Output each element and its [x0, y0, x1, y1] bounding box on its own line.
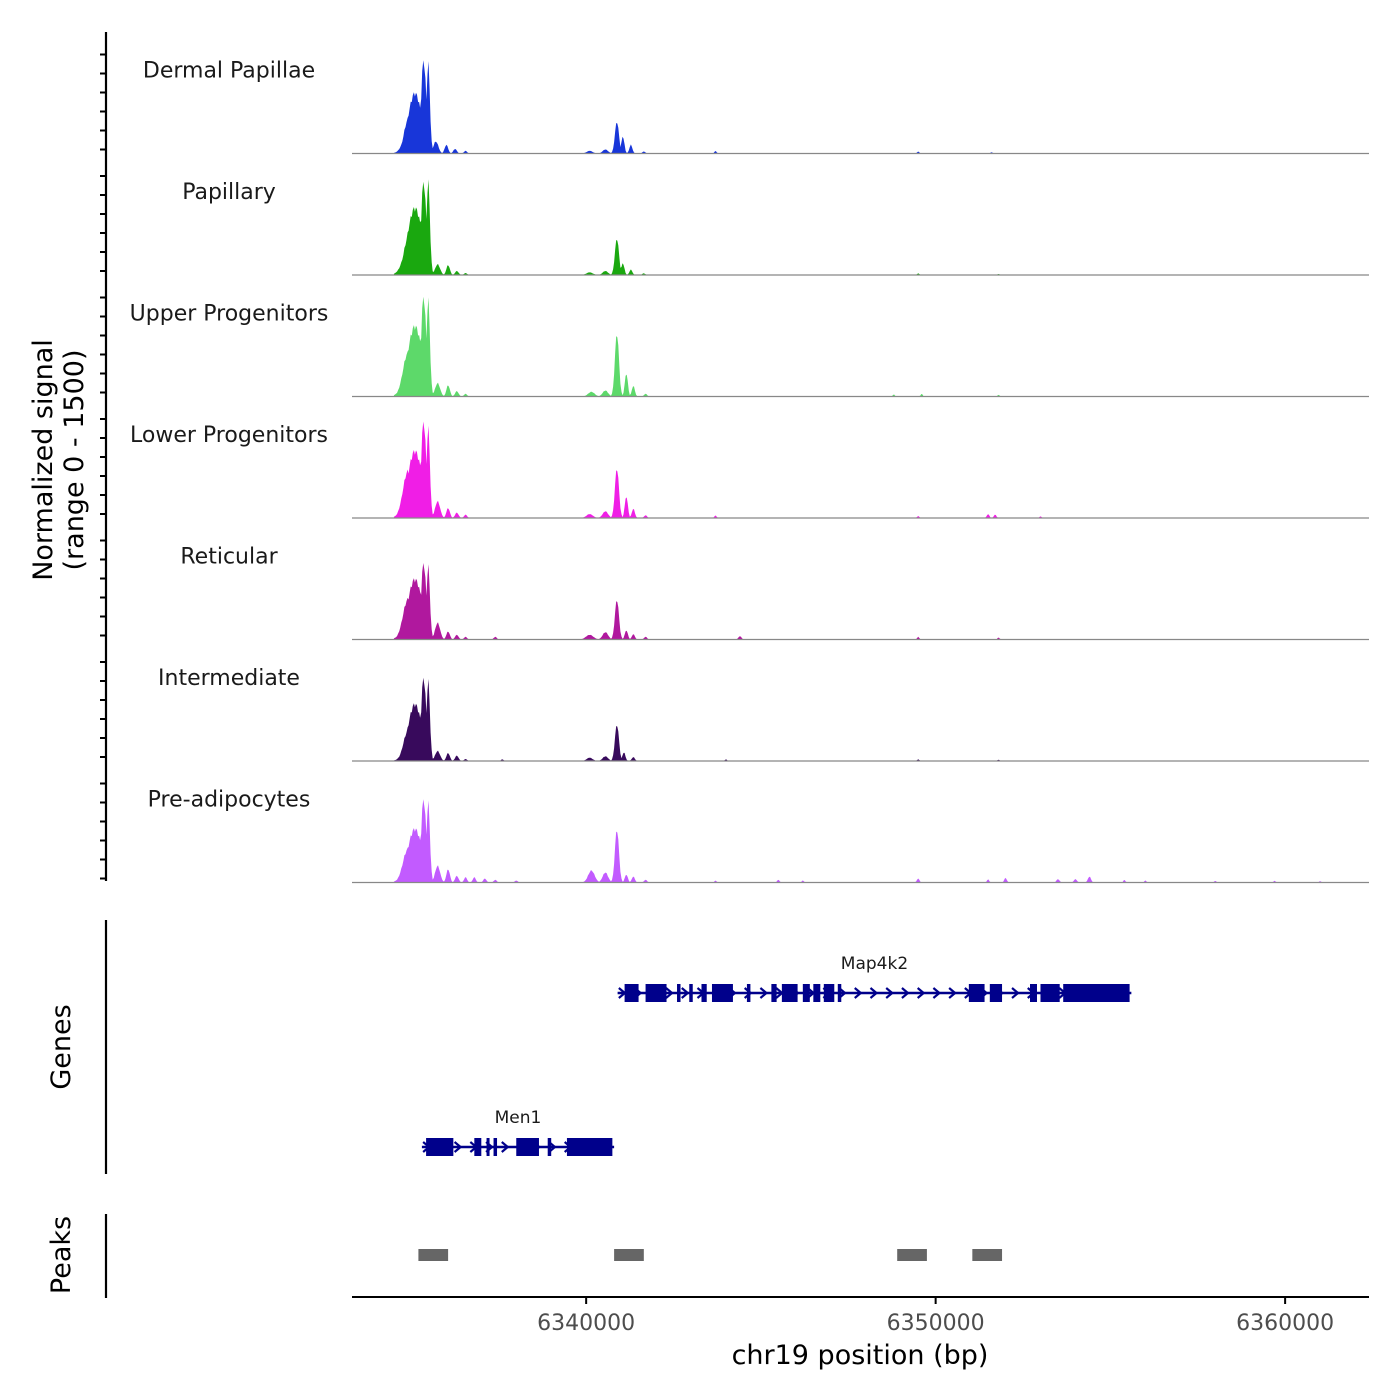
exon	[486, 1138, 490, 1156]
track-label: Papillary	[182, 180, 276, 205]
track-upper-progenitors: Upper Progenitors	[130, 296, 1369, 398]
exon	[426, 1138, 454, 1156]
exon	[1030, 984, 1037, 1002]
track-label: Intermediate	[158, 666, 300, 691]
strand-arrow	[501, 1141, 510, 1153]
track-intermediate: Intermediate	[158, 666, 1369, 762]
track-label: Lower Progenitors	[130, 423, 328, 448]
y-axis-title-line2: (range 0 - 1500)	[59, 350, 90, 571]
exon	[689, 984, 693, 1002]
track-label: Reticular	[180, 545, 278, 570]
peak-region	[418, 1249, 449, 1261]
x-tick-label: 6360000	[1236, 1311, 1334, 1336]
exon	[771, 984, 777, 1002]
strand-arrow	[453, 1141, 463, 1153]
strand-arrow	[932, 987, 942, 999]
exon	[547, 1138, 552, 1156]
coverage-y-ticks	[100, 53, 106, 880]
track-label: Upper Progenitors	[130, 302, 329, 327]
exon	[677, 984, 681, 1002]
peaks-panel-label: Peaks	[46, 1216, 77, 1294]
signal-area	[393, 421, 1348, 518]
gene-men1: Men1	[421, 1108, 615, 1156]
exon	[813, 984, 821, 1002]
exon	[968, 984, 985, 1002]
signal-area	[393, 296, 1348, 397]
x-axis-ticks: 6340000 6350000 6360000	[537, 1297, 1334, 1336]
exon	[624, 984, 639, 1002]
track-reticular: Reticular	[180, 545, 1369, 641]
gene-track: Men1 Map4k2	[421, 954, 1132, 1156]
track-papillary: Papillary	[182, 179, 1369, 276]
y-axis-title-line1: Normalized signal	[28, 339, 59, 581]
signal-area	[393, 179, 1348, 275]
genes-panel-label: Genes	[46, 1004, 77, 1089]
x-axis-title: chr19 position (bp)	[732, 1340, 989, 1371]
strand-arrow	[948, 987, 957, 999]
signal-area	[393, 60, 1348, 154]
strand-arrow	[901, 987, 910, 999]
exon	[701, 984, 707, 1002]
strand-arrow	[854, 987, 863, 999]
exon	[1040, 984, 1060, 1002]
signal-area	[393, 677, 1348, 761]
exon	[746, 984, 751, 1002]
gene-map4k2: Map4k2	[617, 954, 1132, 1002]
exon	[493, 1138, 498, 1156]
strand-arrow	[916, 987, 926, 999]
track-label: Pre-adipocytes	[148, 788, 311, 813]
strand-arrow	[1011, 987, 1020, 999]
peak-region	[614, 1249, 644, 1261]
track-dermal-papillae: Dermal Papillae	[143, 59, 1369, 155]
coverage-tracks: Dermal Papillae Papillary Upper Progenitor…	[130, 59, 1369, 884]
strand-arrow	[743, 987, 753, 999]
exon	[837, 984, 842, 1002]
strand-arrow	[665, 987, 674, 999]
exon	[802, 984, 810, 1002]
exon	[474, 1138, 482, 1156]
exon	[711, 984, 733, 1002]
track-label: Dermal Papillae	[143, 59, 315, 84]
strand-arrow	[869, 987, 879, 999]
gene-label: Men1	[495, 1108, 542, 1128]
exon	[566, 1138, 613, 1156]
signal-area	[393, 563, 1348, 640]
exon	[1063, 984, 1130, 1002]
signal-area	[393, 799, 1348, 883]
track-pre-adipocytes: Pre-adipocytes	[148, 788, 1369, 884]
exon	[516, 1138, 539, 1156]
peak-region	[897, 1249, 927, 1261]
x-tick-label: 6340000	[537, 1311, 635, 1336]
peak-region	[972, 1249, 1003, 1261]
strand-arrow	[885, 987, 894, 999]
exon	[781, 984, 798, 1002]
exon	[823, 984, 835, 1002]
track-lower-progenitors: Lower Progenitors	[130, 421, 1369, 519]
strand-arrow	[759, 987, 769, 999]
exon	[989, 984, 1003, 1002]
x-tick-label: 6350000	[887, 1311, 985, 1336]
gene-label: Map4k2	[841, 954, 908, 974]
peak-track	[418, 1249, 1003, 1261]
exon	[645, 984, 667, 1002]
strand-arrow	[681, 987, 690, 999]
